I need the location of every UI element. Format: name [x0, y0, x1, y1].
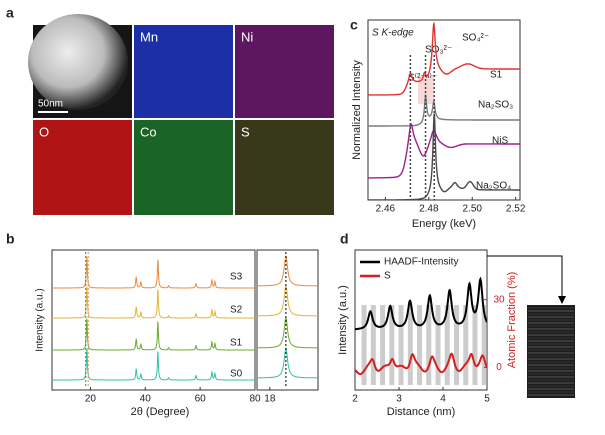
y2-label: Atomic Fraction (%)	[506, 272, 518, 369]
series-label: S0	[230, 369, 243, 380]
series-label: S2	[230, 305, 243, 316]
x-tick-label: 2	[352, 394, 358, 405]
plot-frame	[256, 249, 319, 391]
xanes-curve	[368, 123, 520, 179]
xanes-curve	[368, 113, 520, 200]
legend-label: S	[384, 271, 391, 282]
x-tick-label: 2.50	[462, 204, 482, 215]
plot-frame	[367, 19, 521, 201]
xrd-curve	[52, 348, 255, 381]
x-tick-label: 4	[440, 394, 446, 405]
y-label: Intensity (a.u.)	[35, 288, 46, 351]
annotation: SO₃²⁻	[425, 45, 452, 56]
x-tick-label: 5	[484, 394, 490, 405]
x-tick-label: 20	[85, 394, 97, 405]
panel-label: c	[350, 17, 358, 33]
overlay-bar	[426, 305, 432, 385]
x-tick-label: 18	[264, 394, 276, 405]
series-label: NiS	[492, 136, 508, 147]
panel-title: S K-edge	[372, 28, 414, 39]
map-label: Ni	[241, 29, 253, 44]
panel-label: a	[6, 5, 14, 21]
legend-label: HAADF-Intensity	[384, 257, 458, 268]
overlay-bar	[435, 305, 441, 385]
y-label: Normalized Intensity	[351, 60, 363, 160]
series-label: Na₂SO₃	[478, 100, 513, 111]
overlay-bar	[463, 305, 469, 385]
xrd-zoom-curve	[257, 285, 318, 317]
x-tick-label: 2.48	[419, 204, 439, 215]
overlay-bar	[454, 305, 459, 385]
overlay-bar	[380, 305, 386, 385]
highlight	[418, 76, 434, 104]
xrd-curve	[52, 286, 255, 319]
x-label: 2θ (Degree)	[131, 406, 190, 418]
overlay-bar	[361, 305, 367, 385]
x-label: Energy (keV)	[412, 218, 476, 230]
overlay-bar	[407, 305, 413, 385]
y2-tick-label: 30	[493, 294, 505, 305]
xanes-curve	[368, 93, 520, 127]
map-label: Mn	[140, 29, 158, 44]
x-tick-label: 40	[140, 394, 152, 405]
xrd-curve	[52, 318, 255, 351]
panel-label: d	[340, 231, 349, 247]
map-label: Co	[140, 124, 157, 139]
x-label: Distance (nm)	[387, 406, 455, 418]
overlay-bar	[444, 305, 450, 385]
overlay-bar	[370, 305, 376, 385]
s-curve	[355, 352, 487, 375]
map-label: S	[241, 124, 250, 139]
series-label: S1	[490, 70, 503, 81]
xrd-zoom-curve	[257, 347, 318, 379]
x-tick-label: 3	[396, 394, 402, 405]
series-label: Na₂SO₄	[476, 181, 511, 192]
x-tick-label: 60	[195, 394, 207, 405]
series-label: S1	[230, 338, 243, 349]
haadf-curve	[355, 276, 487, 331]
panel-label: b	[6, 231, 15, 247]
overlay-bar	[417, 305, 423, 385]
map-label: O	[39, 124, 49, 139]
plot-frame	[51, 249, 256, 391]
x-tick-label: 80	[249, 394, 261, 405]
overlay-bar	[481, 305, 487, 385]
x-tick-label: 2.52	[506, 204, 526, 215]
overlay-bar	[389, 305, 395, 385]
x-tick-label: 2.46	[376, 204, 396, 215]
y2-tick-label: 0	[496, 362, 502, 373]
y-label: Intensity (a.u.)	[337, 285, 349, 355]
scale-bar: 50nm	[38, 99, 63, 110]
xrd-zoom-curve	[257, 317, 318, 349]
overlay-bar	[472, 305, 478, 385]
series-label: S3	[230, 272, 243, 283]
eds-maps	[28, 14, 334, 215]
overlay-bar	[398, 305, 404, 385]
xrd-zoom-curve	[257, 255, 318, 287]
xrd-curve	[52, 256, 255, 289]
annotation: SO₄²⁻	[462, 33, 489, 44]
xanes-curve	[368, 21, 520, 96]
